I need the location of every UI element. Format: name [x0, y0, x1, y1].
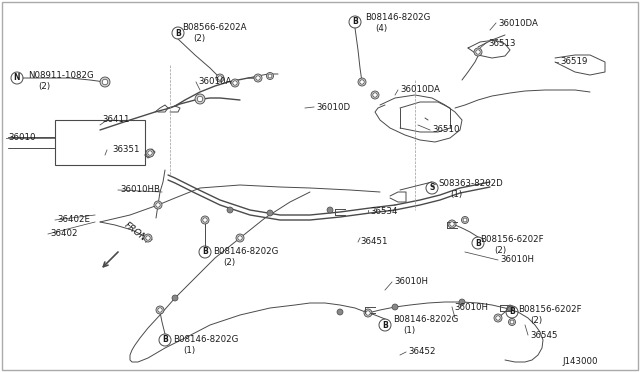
Text: 36010: 36010 [8, 134, 35, 142]
Text: 36545: 36545 [530, 330, 557, 340]
Circle shape [238, 236, 242, 240]
Text: 36402E: 36402E [57, 215, 90, 224]
Text: B08146-8202G: B08146-8202G [173, 336, 238, 344]
Text: FRONT: FRONT [123, 221, 153, 247]
Text: B08566-6202A: B08566-6202A [182, 23, 246, 32]
Circle shape [337, 309, 343, 315]
Circle shape [146, 149, 154, 157]
Circle shape [254, 74, 262, 82]
Circle shape [450, 222, 454, 226]
Text: 36451: 36451 [360, 237, 387, 247]
Circle shape [360, 80, 364, 84]
Circle shape [364, 309, 372, 317]
Circle shape [474, 48, 482, 56]
Circle shape [366, 311, 370, 315]
Circle shape [195, 94, 205, 104]
Text: B: B [352, 17, 358, 26]
Circle shape [203, 218, 207, 222]
Circle shape [146, 236, 150, 240]
Text: S08363-8202D: S08363-8202D [438, 180, 503, 189]
Text: B08146-8202G: B08146-8202G [365, 13, 430, 22]
Circle shape [267, 210, 273, 216]
Bar [55, 120, 145, 165]
Text: 36010H: 36010H [500, 256, 534, 264]
Text: B: B [162, 336, 168, 344]
Text: S: S [429, 183, 435, 192]
Text: 36010HB: 36010HB [120, 186, 160, 195]
Circle shape [372, 93, 377, 97]
Text: B: B [475, 238, 481, 247]
Text: 36510: 36510 [432, 125, 460, 135]
Text: 36452: 36452 [408, 347, 435, 356]
Circle shape [507, 305, 513, 311]
Text: (1): (1) [450, 189, 462, 199]
Circle shape [510, 320, 514, 324]
Text: 36519: 36519 [560, 58, 588, 67]
Text: (2): (2) [494, 246, 506, 254]
Text: 36534: 36534 [370, 208, 397, 217]
Circle shape [236, 234, 244, 242]
Circle shape [327, 207, 333, 213]
Circle shape [509, 318, 515, 326]
Text: 36411: 36411 [102, 115, 129, 125]
Circle shape [476, 50, 480, 54]
Circle shape [358, 78, 366, 86]
Circle shape [156, 306, 164, 314]
Circle shape [371, 91, 379, 99]
Text: 36010A: 36010A [198, 77, 232, 87]
Text: (2): (2) [223, 257, 235, 266]
Text: B08156-6202F: B08156-6202F [518, 305, 582, 314]
Text: N08911-1082G: N08911-1082G [28, 71, 93, 80]
Text: B: B [382, 321, 388, 330]
Text: B08146-8202G: B08146-8202G [393, 315, 458, 324]
Text: (2): (2) [193, 33, 205, 42]
Circle shape [463, 218, 467, 222]
Text: J143000: J143000 [562, 357, 598, 366]
Circle shape [154, 201, 162, 209]
Text: (2): (2) [530, 315, 542, 324]
Circle shape [494, 314, 502, 322]
Circle shape [216, 74, 224, 82]
Circle shape [148, 151, 152, 155]
Text: (1): (1) [183, 346, 195, 355]
Circle shape [102, 79, 108, 85]
Text: N: N [13, 74, 20, 83]
Circle shape [227, 207, 233, 213]
Text: 36010D: 36010D [316, 103, 350, 112]
Text: 36402: 36402 [50, 230, 77, 238]
Text: (1): (1) [403, 326, 415, 334]
Circle shape [231, 79, 239, 87]
Text: 36010H: 36010H [394, 278, 428, 286]
Circle shape [461, 217, 468, 224]
Text: B: B [175, 29, 181, 38]
Circle shape [233, 81, 237, 85]
Circle shape [158, 308, 162, 312]
Circle shape [201, 216, 209, 224]
Text: 36010DA: 36010DA [400, 86, 440, 94]
Text: 36010DA: 36010DA [498, 19, 538, 28]
Circle shape [266, 73, 273, 80]
Text: (2): (2) [38, 81, 50, 90]
Circle shape [459, 299, 465, 305]
Circle shape [218, 76, 222, 80]
Text: 36351: 36351 [112, 145, 140, 154]
Circle shape [268, 74, 272, 78]
Text: B08146-8202G: B08146-8202G [213, 247, 278, 257]
Circle shape [172, 295, 178, 301]
Circle shape [100, 77, 110, 87]
Text: B: B [509, 308, 515, 317]
Circle shape [496, 316, 500, 320]
Text: B: B [202, 247, 208, 257]
Text: 36010H: 36010H [454, 302, 488, 311]
Text: (4): (4) [375, 23, 387, 32]
Text: B08156-6202F: B08156-6202F [480, 235, 543, 244]
Circle shape [448, 220, 456, 228]
Circle shape [256, 76, 260, 80]
Circle shape [197, 96, 203, 102]
Circle shape [392, 304, 398, 310]
Circle shape [156, 203, 160, 207]
Text: 36513: 36513 [488, 38, 515, 48]
Circle shape [144, 234, 152, 242]
